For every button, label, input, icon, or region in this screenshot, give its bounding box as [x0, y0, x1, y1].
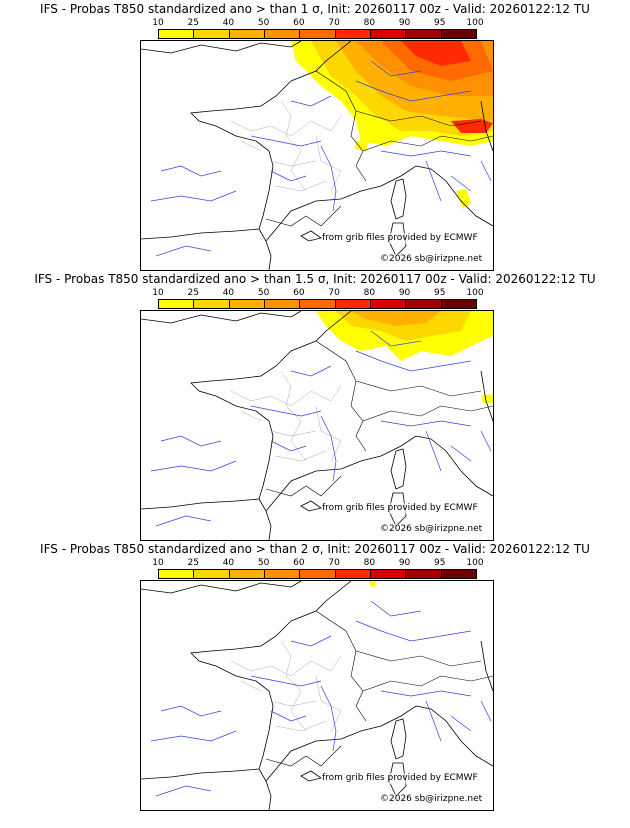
- colorbar: [158, 29, 477, 39]
- colorbar-segment: [370, 570, 407, 578]
- colorbar-tick-label: 80: [363, 288, 376, 298]
- probability-map: from grib files provided by ECMWF ©2026 …: [140, 310, 494, 541]
- source-credit: from grib files provided by ECMWF: [322, 233, 478, 244]
- colorbar-segment: [441, 570, 476, 578]
- map-panel-1: IFS - Probas T850 standardized ano > tha…: [0, 2, 630, 272]
- colorbar-tick-label: 100: [466, 288, 484, 298]
- colorbar-segment: [370, 30, 407, 38]
- colorbar-tick-label: 40: [222, 18, 235, 28]
- map-panel-2: IFS - Probas T850 standardized ano > tha…: [0, 272, 630, 542]
- probability-shading: [291, 41, 493, 209]
- probability-map: from grib files provided by ECMWF ©2026 …: [140, 580, 494, 811]
- colorbar-segment: [159, 570, 195, 578]
- colorbar-segment: [229, 30, 265, 38]
- colorbar-tick-label: 90: [398, 558, 411, 568]
- source-credit: from grib files provided by ECMWF: [322, 773, 478, 784]
- colorbar-tick-label: 10: [152, 288, 164, 298]
- colorbar-segment: [229, 300, 265, 308]
- colorbar-segment: [370, 300, 407, 308]
- colorbar-segment: [406, 30, 442, 38]
- colorbar-tick-label: 50: [257, 558, 270, 568]
- colorbar-tick-label: 25: [187, 288, 199, 298]
- colorbar-segment: [335, 30, 371, 38]
- colorbar-tick-label: 70: [328, 18, 340, 28]
- colorbar-segment: [441, 30, 476, 38]
- colorbar-tick-label: 10: [152, 18, 164, 28]
- colorbar-segment: [229, 570, 265, 578]
- colorbar-segment: [300, 300, 336, 308]
- colorbar-tick-label: 25: [187, 558, 199, 568]
- colorbar-segment: [300, 570, 336, 578]
- panel-title: IFS - Probas T850 standardized ano > tha…: [40, 542, 590, 556]
- probability-shading: [369, 581, 377, 587]
- colorbar-tick-label: 95: [434, 18, 446, 28]
- colorbar: [158, 569, 477, 579]
- colorbar-segment: [335, 300, 371, 308]
- colorbar-segment: [335, 570, 371, 578]
- colorbar-ticks: 10 25 40 50 60 70 80 90 95 100: [152, 288, 483, 298]
- colorbar-segment: [194, 300, 230, 308]
- colorbar-segment: [300, 30, 336, 38]
- colorbar-tick-label: 70: [328, 288, 340, 298]
- probability-shading: [316, 311, 493, 403]
- colorbar-segment: [159, 30, 195, 38]
- colorbar-tick-label: 95: [434, 288, 446, 298]
- colorbar-tick-label: 40: [222, 288, 235, 298]
- panel-title: IFS - Probas T850 standardized ano > tha…: [34, 272, 596, 286]
- colorbar-tick-label: 100: [466, 18, 484, 28]
- colorbar-tick-label: 70: [328, 558, 340, 568]
- colorbar-tick-label: 100: [466, 558, 484, 568]
- colorbar-segment: [159, 300, 195, 308]
- colorbar-tick-label: 95: [434, 558, 446, 568]
- copyright-credit: ©2026 sb@irizpne.net: [380, 524, 483, 535]
- source-credit: from grib files provided by ECMWF: [322, 503, 478, 514]
- colorbar-segment: [264, 300, 301, 308]
- colorbar-segment: [406, 300, 442, 308]
- colorbar-tick-label: 60: [293, 558, 305, 568]
- copyright-credit: ©2026 sb@irizpne.net: [380, 794, 483, 805]
- colorbar-segment: [194, 570, 230, 578]
- colorbar-segment: [264, 30, 301, 38]
- colorbar-tick-label: 25: [187, 18, 199, 28]
- colorbar-segment: [406, 570, 442, 578]
- copyright-credit: ©2026 sb@irizpne.net: [380, 254, 483, 265]
- map-panel-3: IFS - Probas T850 standardized ano > tha…: [0, 542, 630, 812]
- colorbar-tick-label: 10: [152, 558, 164, 568]
- colorbar-ticks: 10 25 40 50 60 70 80 90 95 100: [152, 18, 483, 28]
- colorbar-segment: [264, 570, 301, 578]
- colorbar-tick-label: 50: [257, 18, 270, 28]
- colorbar-tick-label: 60: [293, 18, 305, 28]
- colorbar-ticks: 10 25 40 50 60 70 80 90 95 100: [152, 558, 483, 568]
- colorbar: [158, 299, 477, 309]
- colorbar-segment: [194, 30, 230, 38]
- colorbar-tick-label: 60: [293, 288, 305, 298]
- colorbar-tick-label: 40: [222, 558, 235, 568]
- colorbar-tick-label: 90: [398, 288, 411, 298]
- colorbar-tick-label: 90: [398, 18, 411, 28]
- colorbar-tick-label: 80: [363, 558, 376, 568]
- colorbar-tick-label: 80: [363, 18, 376, 28]
- colorbar-segment: [441, 300, 476, 308]
- colorbar-tick-label: 50: [257, 288, 270, 298]
- probability-map: from grib files provided by ECMWF ©2026 …: [140, 40, 494, 271]
- panel-title: IFS - Probas T850 standardized ano > tha…: [40, 2, 590, 16]
